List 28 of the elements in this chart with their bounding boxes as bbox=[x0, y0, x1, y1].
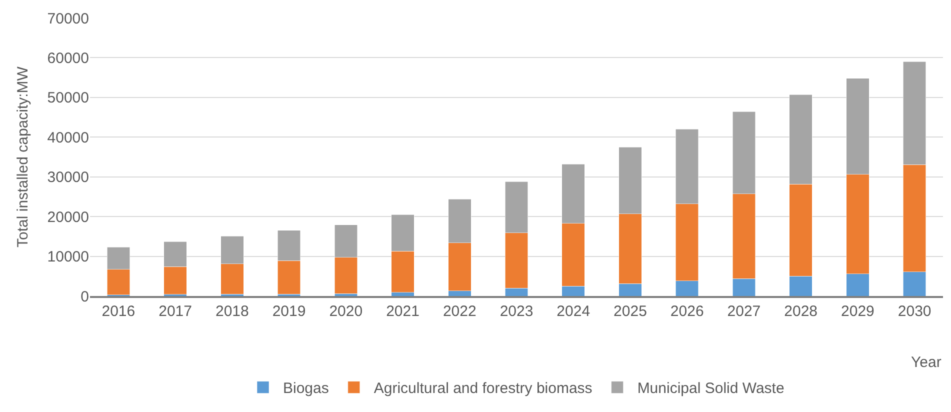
x-tick-label: 2021 bbox=[386, 303, 420, 320]
x-tick-label: 2017 bbox=[158, 303, 192, 320]
x-tick-label: 2028 bbox=[784, 303, 818, 320]
x-tick-label: 2030 bbox=[898, 303, 932, 320]
y-tick-label: 30000 bbox=[47, 169, 89, 186]
x-tick-label: 2018 bbox=[215, 303, 249, 320]
x-tick-label: 2026 bbox=[670, 303, 704, 320]
y-tick-label: 40000 bbox=[47, 129, 89, 146]
x-tick-label: 2027 bbox=[727, 303, 761, 320]
x-tick-label: 2020 bbox=[329, 303, 363, 320]
y-axis-title: Total installed capacity:MW bbox=[14, 66, 32, 248]
x-tick-label: 2016 bbox=[102, 303, 136, 320]
y-tick-label: 70000 bbox=[47, 10, 89, 28]
x-axis-title: Year bbox=[911, 354, 942, 371]
legend-label: Biogas bbox=[283, 380, 329, 398]
x-tick-label: 2019 bbox=[272, 303, 306, 320]
x-tick-label: 2023 bbox=[500, 303, 534, 320]
x-tick-label: 2024 bbox=[556, 303, 590, 320]
y-tick-label: 50000 bbox=[47, 90, 89, 107]
y-tick-label: 60000 bbox=[47, 50, 89, 67]
legend-label: Agricultural and forestry biomass bbox=[374, 380, 592, 398]
legend-label: Municipal Solid Waste bbox=[637, 380, 784, 398]
y-tick-label: 0 bbox=[80, 288, 89, 306]
x-tick-label: 2022 bbox=[442, 303, 476, 320]
y-tick-label: 10000 bbox=[47, 248, 89, 266]
x-tick-label: 2025 bbox=[614, 303, 647, 320]
y-tick-label: 20000 bbox=[47, 208, 89, 226]
x-tick-label: 2029 bbox=[841, 303, 874, 320]
